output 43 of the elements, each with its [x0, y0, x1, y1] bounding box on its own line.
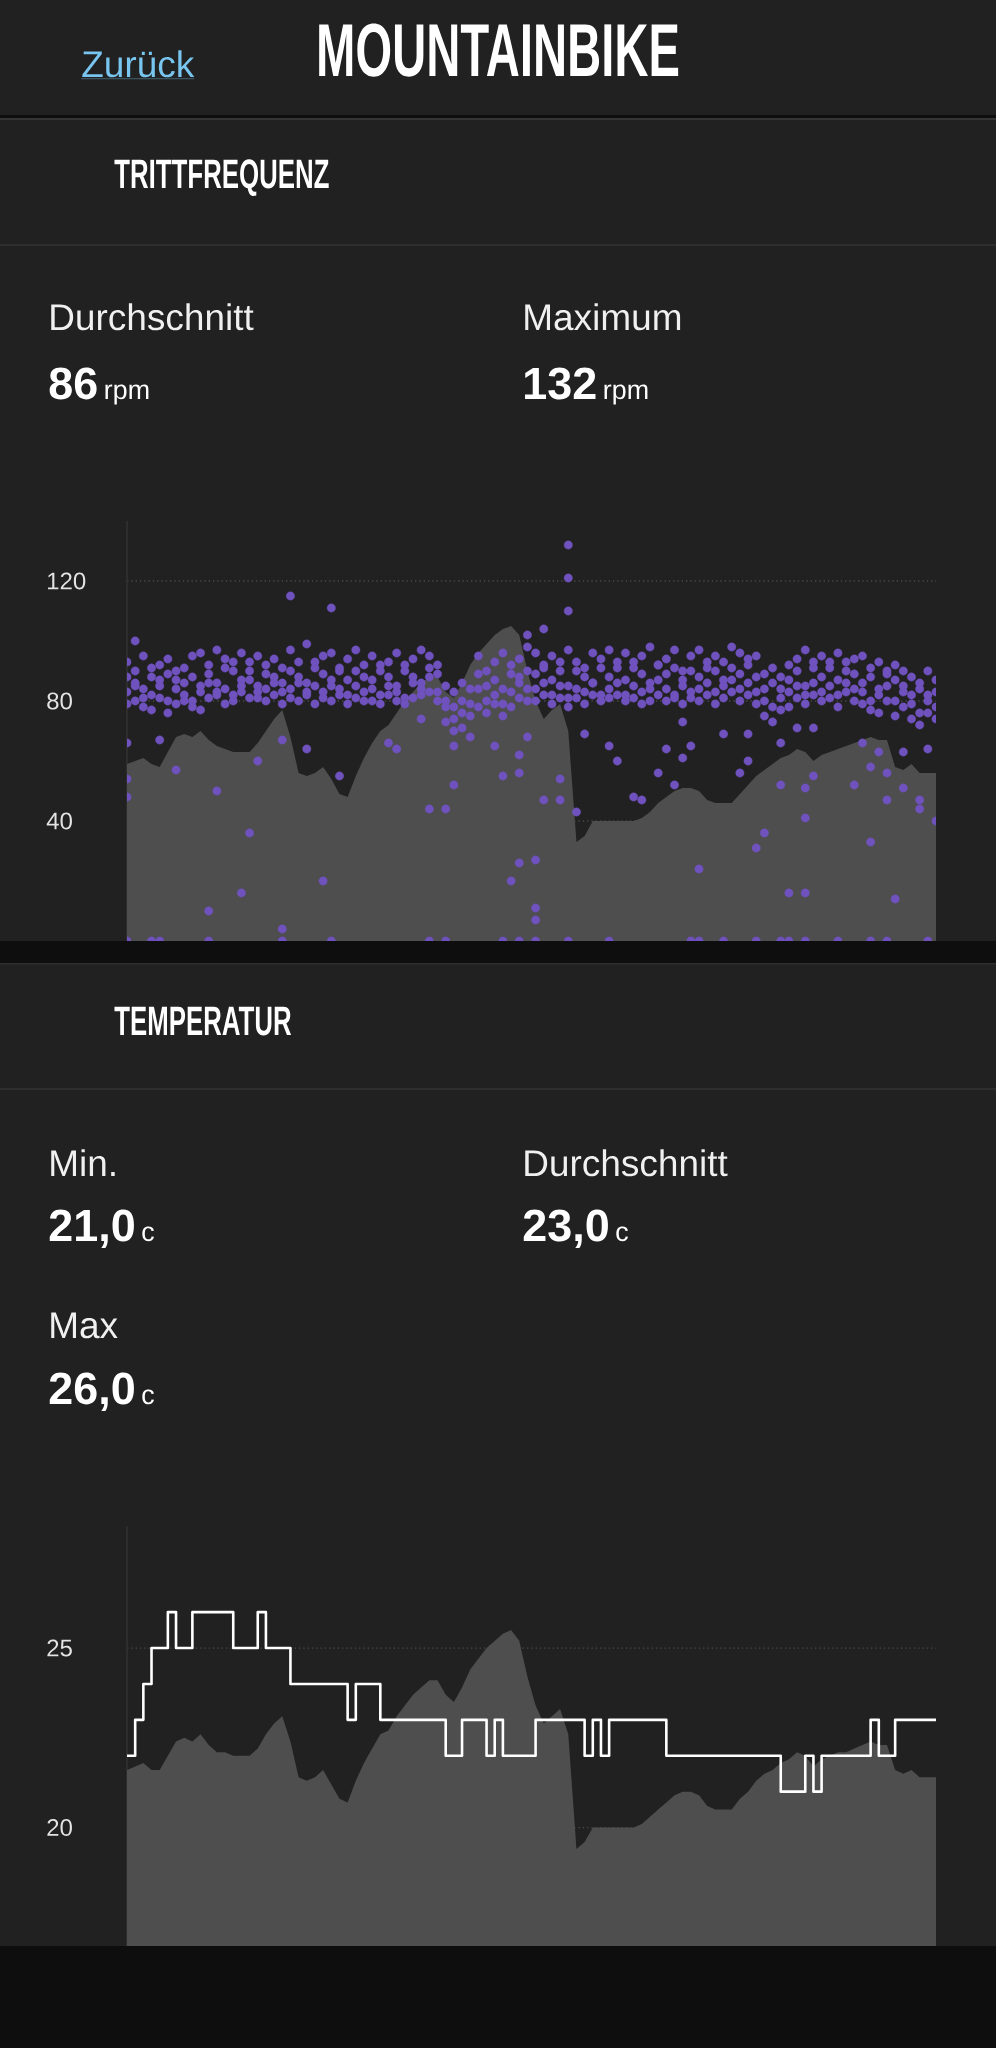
chart-title: TEMPERATUR — [114, 1006, 292, 1036]
text: 26,0 — [49, 1372, 134, 1411]
point — [514, 750, 524, 760]
text: 86 — [49, 367, 97, 400]
text: Maximum — [525, 303, 681, 331]
point — [531, 903, 540, 913]
text: c — [616, 1226, 628, 1242]
point — [800, 813, 810, 823]
point — [882, 768, 892, 778]
point — [678, 717, 688, 727]
point — [539, 795, 549, 805]
y-tick-label: 120 — [48, 572, 86, 590]
text: Durchschnitt — [51, 303, 254, 331]
point — [449, 741, 459, 751]
text: Durchschnitt — [525, 1149, 728, 1177]
text: MOUNTAINBIKE — [319, 23, 679, 77]
point — [743, 729, 753, 739]
text: 132 — [525, 367, 596, 400]
point — [277, 735, 287, 745]
point — [555, 795, 565, 805]
point — [898, 747, 908, 757]
chart-title: TRITTFREQUENZ — [114, 159, 329, 197]
point — [915, 804, 925, 814]
y-tick-label: 25 — [47, 1639, 72, 1657]
text: rpm — [604, 384, 648, 405]
point — [800, 783, 810, 793]
text: Min. — [51, 1149, 115, 1176]
point — [514, 858, 524, 868]
text: Max — [51, 1312, 118, 1339]
text: rpm — [105, 384, 149, 405]
y-tick-label: 20 — [47, 1819, 72, 1837]
text: Zurück — [82, 50, 195, 78]
point — [776, 738, 786, 748]
text: 23,0 — [523, 1209, 608, 1248]
y-tick-label: 80 — [47, 692, 72, 710]
point — [866, 762, 876, 772]
point — [563, 606, 573, 616]
y-tick-label: 40 — [46, 812, 72, 830]
text: c — [142, 1389, 154, 1405]
text: c — [142, 1226, 154, 1242]
point — [523, 732, 532, 742]
text: 21,0 — [49, 1209, 134, 1248]
point — [809, 771, 818, 781]
